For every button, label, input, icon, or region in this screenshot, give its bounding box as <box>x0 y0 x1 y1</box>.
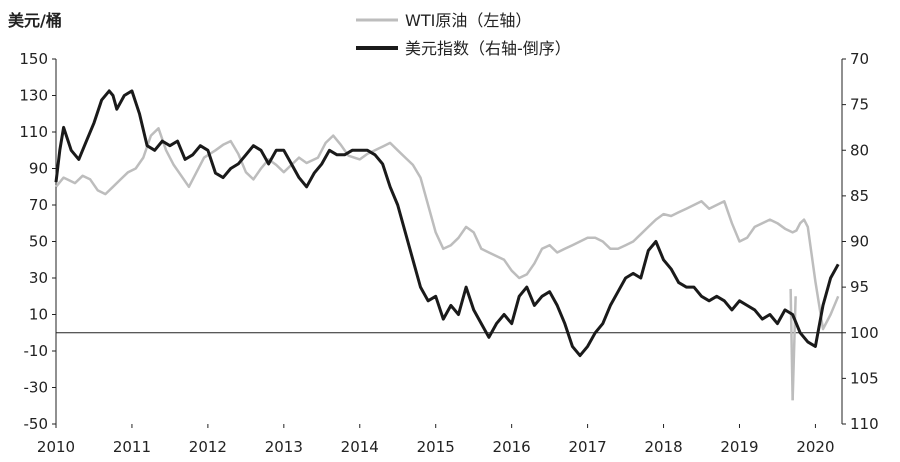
series-line-wti <box>55 127 840 331</box>
x-tick-label: 2020 <box>796 438 834 456</box>
x-tick-label: 2016 <box>493 438 531 456</box>
x-tick-label: 2018 <box>644 438 682 456</box>
left-tick-label: 130 <box>19 87 48 105</box>
x-tick-label: 2017 <box>569 438 607 456</box>
left-tick-label: 50 <box>29 233 48 251</box>
right-tick-label: 90 <box>850 233 869 251</box>
x-tick-label: 2010 <box>37 438 75 456</box>
series-line-usd-index <box>54 89 840 358</box>
left-tick-label: -30 <box>24 379 49 397</box>
right-tick-label: 95 <box>850 278 869 296</box>
left-axis-ticks: 150 130 110 90 70 50 30 10 -10 -30 -50 <box>19 50 56 433</box>
right-tick-label: 80 <box>850 141 869 159</box>
left-tick-label: 150 <box>19 50 48 68</box>
x-tick-label: 2019 <box>720 438 758 456</box>
left-tick-label: 90 <box>29 160 48 178</box>
x-tick-label: 2013 <box>265 438 303 456</box>
x-tick-label: 2012 <box>189 438 227 456</box>
right-tick-label: 85 <box>850 187 869 205</box>
x-tick-label: 2011 <box>113 438 151 456</box>
x-axis-ticks: 2010 2011 2012 2013 2014 2015 2016 2017 2018 2019… <box>37 424 835 456</box>
right-tick-label: 105 <box>850 369 879 387</box>
wti-spike-up <box>791 296 797 401</box>
left-tick-label: -10 <box>24 342 49 360</box>
legend-label-usd-index: 美元指数（右轴-倒序） <box>405 39 571 58</box>
x-tick-label: 2015 <box>417 438 455 456</box>
left-tick-label: 10 <box>29 306 48 324</box>
wti-spikes <box>789 288 797 401</box>
left-axis-unit: 美元/桶 <box>8 11 62 30</box>
right-tick-label: 110 <box>850 415 879 433</box>
legend: WTI原油（左轴） 美元指数（右轴-倒序） <box>356 11 571 58</box>
right-tick-label: 100 <box>850 324 879 342</box>
left-tick-label: 30 <box>29 269 48 287</box>
left-tick-label: -50 <box>24 415 49 433</box>
right-tick-label: 70 <box>850 50 869 68</box>
right-tick-label: 75 <box>850 96 869 114</box>
right-axis-ticks: 70 75 80 85 90 95 100 105 110 <box>842 50 879 433</box>
x-tick-label: 2014 <box>341 438 379 456</box>
legend-label-wti: WTI原油（左轴） <box>405 11 531 30</box>
left-tick-label: 70 <box>29 196 48 214</box>
left-tick-label: 110 <box>19 123 48 141</box>
